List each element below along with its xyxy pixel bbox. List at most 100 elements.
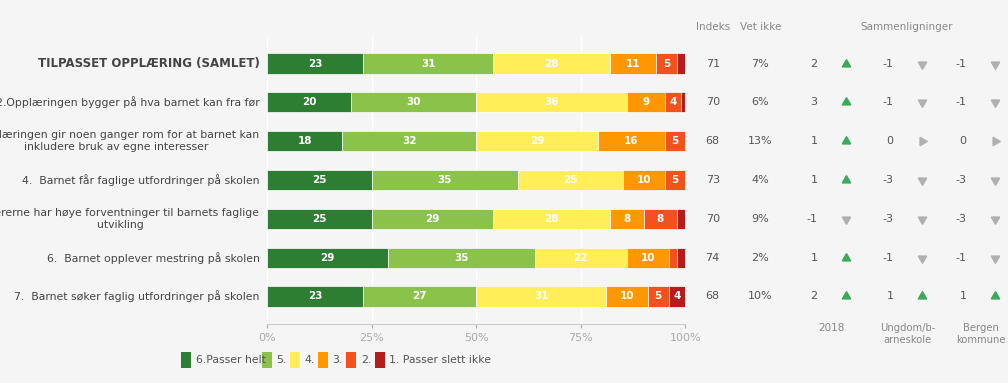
Text: 5: 5 [671,175,678,185]
Text: 22: 22 [574,253,588,263]
Text: -3: -3 [883,175,894,185]
Text: 0: 0 [887,136,894,146]
Bar [261,352,271,368]
Text: 9%: 9% [751,214,769,224]
Text: 10: 10 [636,175,651,185]
Bar [347,352,357,368]
Text: 7.  Barnet søker faglig utfordringer på skolen: 7. Barnet søker faglig utfordringer på s… [14,291,259,303]
Text: 2: 2 [810,59,817,69]
Text: 1: 1 [810,136,817,146]
Text: 74: 74 [706,253,720,263]
Bar [518,170,623,190]
Text: 10: 10 [620,291,634,301]
Bar [493,209,610,229]
Text: 4%: 4% [751,175,769,185]
Bar [664,131,685,151]
Text: 4: 4 [673,291,680,301]
Text: 70: 70 [706,214,720,224]
Bar [181,352,192,368]
Bar [598,131,664,151]
Bar [656,54,677,74]
Bar [388,247,535,268]
Bar [677,209,685,229]
Bar [372,170,518,190]
Text: 2018: 2018 [818,323,845,333]
Text: 3.: 3. [333,355,343,365]
Text: 1: 1 [960,291,967,301]
Text: 71: 71 [706,59,720,69]
Text: 73: 73 [706,175,720,185]
Text: -1: -1 [956,253,967,263]
Bar [267,54,363,74]
Bar [664,92,681,113]
Bar [267,131,343,151]
Text: 29: 29 [321,253,335,263]
Text: 9: 9 [642,97,649,107]
Bar [610,209,643,229]
Text: 27: 27 [412,291,427,301]
Text: Sammenligninger: Sammenligninger [860,22,953,32]
Text: 25: 25 [312,214,327,224]
Bar [476,286,606,306]
Text: -1: -1 [806,214,817,224]
Text: 4.  Barnet får faglige utfordringer på skolen: 4. Barnet får faglige utfordringer på sk… [22,174,259,186]
Text: 28: 28 [544,59,558,69]
Text: 68: 68 [706,136,720,146]
Text: 16: 16 [624,136,638,146]
Bar [319,352,328,368]
Text: 13%: 13% [748,136,773,146]
Bar [681,92,685,113]
Bar [668,286,685,306]
Text: 68: 68 [706,291,720,301]
Bar [290,352,299,368]
Text: 11: 11 [626,59,640,69]
Bar [267,286,363,306]
Text: 30: 30 [406,97,420,107]
Text: 29: 29 [425,214,439,224]
Bar [363,54,493,74]
Text: -1: -1 [883,253,894,263]
Text: 1: 1 [810,175,817,185]
Text: 2: 2 [810,291,817,301]
Bar [375,352,385,368]
Text: 1: 1 [810,253,817,263]
Text: 10: 10 [640,253,655,263]
Text: -3: -3 [956,214,967,224]
Bar [535,247,627,268]
Bar [476,92,627,113]
Text: 8: 8 [623,214,630,224]
Text: 35: 35 [455,253,469,263]
Bar [606,286,648,306]
Text: -3: -3 [956,175,967,185]
Text: 7%: 7% [751,59,769,69]
Text: 1. Passer slett ikke: 1. Passer slett ikke [389,355,491,365]
Text: -1: -1 [883,97,894,107]
Text: 5: 5 [663,59,670,69]
Bar [267,170,372,190]
Bar [677,54,685,74]
Text: 10%: 10% [748,291,773,301]
Bar [343,131,476,151]
Text: -3: -3 [883,214,894,224]
Text: 8: 8 [657,214,664,224]
Text: 5.  Lærerne har høye forventninger til barnets faglige
    utvikling: 5. Lærerne har høye forventninger til ba… [0,208,259,230]
Text: 29: 29 [530,136,544,146]
Text: 2.Opplæringen bygger på hva barnet kan fra før: 2.Opplæringen bygger på hva barnet kan f… [0,97,259,108]
Bar [648,286,668,306]
Bar [677,247,685,268]
Text: 2%: 2% [751,253,769,263]
Text: 6%: 6% [752,97,769,107]
Bar [267,92,351,113]
Bar [623,170,664,190]
Text: 2.: 2. [361,355,371,365]
Text: 3: 3 [810,97,817,107]
Bar [643,209,677,229]
Bar [476,131,598,151]
Bar [610,54,656,74]
Text: 28: 28 [544,214,558,224]
Text: Vet ikke: Vet ikke [740,22,781,32]
Text: 5.: 5. [276,355,286,365]
Bar [267,209,372,229]
Text: 23: 23 [308,59,323,69]
Bar [267,247,388,268]
